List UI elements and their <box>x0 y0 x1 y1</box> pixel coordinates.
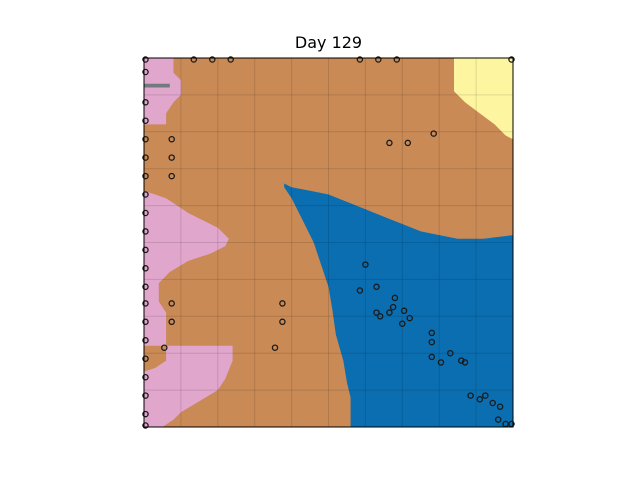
data-point <box>430 130 437 137</box>
data-point <box>391 294 399 302</box>
data-point <box>190 56 198 63</box>
data-point <box>168 154 175 161</box>
data-point <box>386 309 393 316</box>
region-pink-region <box>144 58 233 427</box>
plot-frame <box>143 57 514 428</box>
data-point <box>142 228 149 235</box>
data-point <box>227 56 234 63</box>
data-point <box>376 313 384 320</box>
data-point <box>142 422 149 429</box>
data-point <box>428 329 436 337</box>
data-point <box>142 117 149 124</box>
data-point <box>168 172 175 180</box>
data-point <box>437 359 445 366</box>
data-point <box>356 287 364 294</box>
data-point <box>373 309 380 316</box>
data-point <box>279 300 286 307</box>
data-point <box>489 399 496 407</box>
data-point <box>142 300 149 307</box>
region-blue-region <box>284 183 513 427</box>
data-point <box>142 172 149 180</box>
data-point <box>142 283 149 291</box>
data-point <box>362 261 369 268</box>
data-point <box>142 99 149 106</box>
data-point <box>389 303 397 311</box>
data-point <box>400 307 408 315</box>
grid-layer <box>144 58 513 427</box>
region-yellow-region <box>454 58 513 140</box>
region-gray-strip <box>144 83 170 88</box>
data-point <box>142 209 149 217</box>
data-point <box>142 265 149 272</box>
data-point <box>356 56 364 63</box>
data-point <box>161 344 168 351</box>
data-point <box>406 314 413 322</box>
data-point <box>168 318 175 326</box>
data-point <box>476 396 484 403</box>
data-point <box>271 344 279 351</box>
data-point <box>209 56 216 63</box>
regions-layer <box>144 58 513 427</box>
data-point <box>142 191 149 198</box>
data-point <box>142 410 149 418</box>
data-point <box>393 56 401 63</box>
data-point <box>142 246 149 254</box>
data-point <box>461 359 469 366</box>
data-point <box>447 349 454 357</box>
data-point <box>142 68 149 76</box>
data-point <box>386 139 393 147</box>
data-point <box>404 139 412 147</box>
data-point <box>373 283 380 291</box>
data-point <box>279 318 286 326</box>
data-point <box>467 392 474 399</box>
data-point <box>142 373 149 381</box>
data-point <box>375 56 382 63</box>
points-layer <box>142 56 515 429</box>
data-point <box>142 392 149 399</box>
data-point <box>508 56 515 63</box>
data-point <box>142 154 149 161</box>
data-point <box>496 403 504 410</box>
data-point <box>168 300 175 307</box>
chart-title: Day 129 <box>294 33 363 52</box>
data-point <box>168 135 175 143</box>
data-point <box>142 318 149 326</box>
data-point <box>482 392 489 399</box>
data-point <box>399 320 406 327</box>
data-point <box>428 338 436 346</box>
data-point <box>142 355 149 362</box>
data-point <box>428 353 436 361</box>
data-point <box>494 416 502 423</box>
data-point <box>142 337 149 344</box>
data-point <box>142 135 149 143</box>
data-point <box>142 56 149 63</box>
